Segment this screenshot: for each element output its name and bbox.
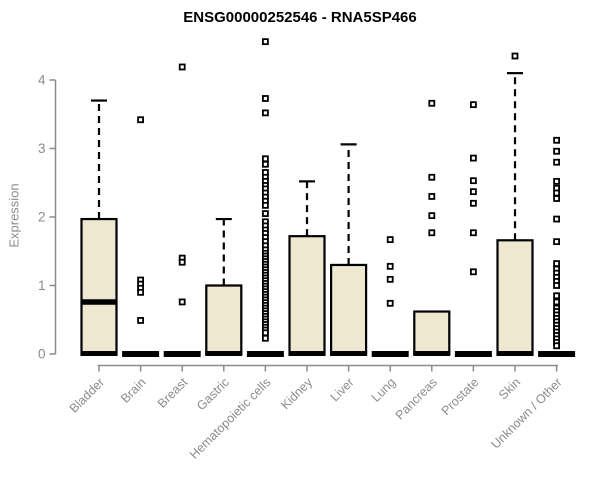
outlier-point-breast xyxy=(178,298,186,306)
outlier-point-hematopoietic-cells xyxy=(261,95,269,102)
outlier-point-lung xyxy=(386,236,394,244)
outlier-point-unknown-other xyxy=(553,282,560,289)
outlier-point-pancreas xyxy=(428,193,436,200)
outlier-point-unknown-other xyxy=(553,177,560,185)
box-pancreas xyxy=(413,310,451,356)
y-tick-label: 1 xyxy=(38,278,46,293)
x-category-label: Liver xyxy=(328,375,357,404)
box-skin xyxy=(496,239,534,356)
x-category-label: Bladder xyxy=(67,375,107,415)
y-tick-label: 0 xyxy=(38,347,46,362)
outlier-point-hematopoietic-cells xyxy=(261,155,269,163)
outlier-point-unknown-other xyxy=(553,136,560,144)
x-category-label: Lung xyxy=(369,375,399,405)
outlier-point-breast xyxy=(178,258,186,266)
x-category-label: Hematopoietic cells xyxy=(187,375,274,462)
outlier-point-prostate xyxy=(469,188,477,196)
outlier-point-brain xyxy=(137,288,145,296)
chart-title: ENSG00000252546 - RNA5SP466 xyxy=(183,9,417,26)
outlier-point-pancreas xyxy=(428,229,436,237)
outlier-point-prostate xyxy=(469,101,477,109)
y-tick-label: 4 xyxy=(38,73,46,88)
y-tick-label: 3 xyxy=(38,141,46,156)
outlier-point-hematopoietic-cells xyxy=(261,160,269,168)
outlier-point-lung xyxy=(386,262,394,270)
outlier-point-hematopoietic-cells xyxy=(261,334,269,342)
outlier-point-prostate xyxy=(469,177,477,185)
outlier-point-pancreas xyxy=(428,99,436,107)
y-tick-label: 2 xyxy=(38,210,46,225)
x-category-label: Skin xyxy=(496,375,523,402)
outlier-point-unknown-other xyxy=(553,260,560,267)
x-category-label: Gastric xyxy=(194,375,232,413)
box-gastric xyxy=(205,284,243,356)
x-category-label: Breast xyxy=(155,375,191,411)
outlier-point-unknown-other xyxy=(553,298,560,306)
outlier-point-lung xyxy=(386,275,394,283)
outlier-point-prostate xyxy=(469,268,477,276)
outlier-point-breast xyxy=(178,63,186,71)
x-category-label: Pancreas xyxy=(393,375,440,422)
outlier-point-hematopoietic-cells xyxy=(261,201,269,209)
x-category-label: Kidney xyxy=(278,375,315,412)
x-category-label: Prostate xyxy=(439,375,482,418)
outlier-point-skin xyxy=(511,52,519,60)
outlier-point-unknown-other xyxy=(553,147,560,155)
outlier-point-brain xyxy=(137,317,145,324)
outlier-point-unknown-other xyxy=(553,189,560,197)
outlier-point-unknown-other xyxy=(553,342,560,350)
outlier-point-unknown-other xyxy=(553,158,560,166)
outlier-point-pancreas xyxy=(428,212,436,220)
outlier-point-unknown-other xyxy=(553,215,560,223)
outlier-point-unknown-other xyxy=(553,292,560,300)
outlier-point-lung xyxy=(386,299,394,307)
outlier-point-hematopoietic-cells xyxy=(261,109,269,117)
outlier-point-hematopoietic-cells xyxy=(261,210,269,217)
outlier-point-unknown-other xyxy=(553,238,560,246)
outlier-point-hematopoietic-cells xyxy=(261,38,269,46)
outlier-point-hematopoietic-cells xyxy=(261,329,269,337)
box-liver xyxy=(330,263,368,356)
outlier-point-prostate xyxy=(469,154,477,162)
x-category-label: Unknown / Other xyxy=(488,375,564,451)
outlier-point-prostate xyxy=(469,199,477,207)
outlier-point-unknown-other xyxy=(553,195,560,202)
outlier-point-prostate xyxy=(469,229,477,237)
x-category-label: Brain xyxy=(118,375,149,406)
box-bladder xyxy=(80,217,118,356)
outlier-point-pancreas xyxy=(428,173,436,181)
box-kidney xyxy=(288,235,326,356)
outlier-point-brain xyxy=(137,116,145,124)
